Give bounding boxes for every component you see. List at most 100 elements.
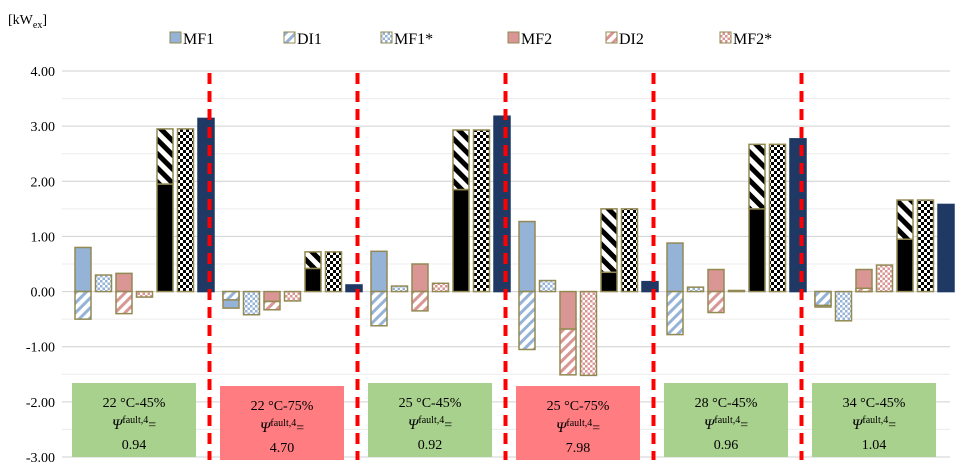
bar-mf2 [559, 290, 577, 330]
legend-label-di2: DI2 [619, 31, 644, 48]
condition-box [220, 386, 344, 460]
legend-label-mf2: MF2 [521, 31, 552, 48]
bar-di1 [666, 290, 684, 336]
psi-symbol: Ψ [852, 417, 864, 433]
y-tick-label: 4.00 [31, 65, 56, 80]
y-tick-label: -2.00 [26, 396, 55, 411]
psi-label: Ψfault,4= [408, 415, 452, 433]
y-tick-label: -1.00 [26, 341, 55, 356]
legend-label-mf2s: MF2* [733, 31, 772, 48]
condition-label: 22 °C-75% [251, 399, 314, 414]
y-tick-label: 3.00 [31, 120, 56, 135]
psi-equals: = [444, 418, 452, 433]
condition-box [516, 386, 640, 460]
bar-total [345, 284, 363, 293]
legend-swatch-di2 [605, 31, 618, 44]
psi-value: 0.96 [714, 438, 739, 453]
psi-symbol: Ψ [112, 417, 124, 433]
psi-superscript: fault,4 [566, 418, 592, 429]
bar-mf1 [74, 246, 92, 293]
psi-equals: = [148, 418, 156, 433]
bar-mf1-star [538, 279, 557, 293]
bar-di2 [115, 290, 133, 315]
bar-mf1-star [390, 285, 409, 293]
psi-value: 0.94 [122, 438, 147, 453]
psi-value: 7.98 [566, 441, 591, 456]
bar-mf2-star [283, 290, 302, 302]
bar-stack-bottom [452, 188, 470, 293]
bar-mf2 [115, 272, 133, 293]
condition-box [368, 383, 492, 457]
bar-stack-top [304, 251, 322, 270]
bar-stack-bottom [748, 208, 766, 293]
psi-equals: = [888, 418, 896, 433]
psi-value: 4.70 [270, 441, 295, 456]
bar-checkered [620, 208, 639, 293]
psi-value: 0.92 [418, 438, 443, 453]
bar-di2 [263, 300, 281, 311]
bar-di1 [74, 290, 92, 320]
bar-total [789, 138, 807, 293]
legend-swatch-mf1s [380, 31, 393, 44]
bar-stack-bottom [600, 271, 618, 293]
bar-stack-top [896, 199, 914, 240]
psi-label: Ψfault,4= [260, 418, 304, 436]
bar-mf1-star [242, 290, 261, 316]
bar-mf2-star [135, 290, 154, 298]
psi-symbol: Ψ [408, 417, 420, 433]
psi-label: Ψfault,4= [112, 415, 156, 433]
bar-mf2-star [431, 282, 450, 293]
psi-label: Ψfault,4= [704, 415, 748, 433]
legend-label-di1: DI1 [297, 31, 322, 48]
legend-swatch-mf2s [719, 31, 732, 44]
bar-mf2 [263, 290, 281, 303]
psi-value: 1.04 [862, 438, 887, 453]
bar-di2 [707, 290, 725, 314]
bar-checkered [324, 251, 343, 293]
bar-di1 [814, 290, 832, 307]
psi-superscript: fault,4 [862, 415, 888, 426]
psi-equals: = [592, 421, 600, 436]
legend-swatch-mf1 [169, 31, 182, 44]
legend-label-mf1s: MF1* [394, 31, 433, 48]
y-tick-label: 2.00 [31, 175, 56, 190]
y-tick-label: 1.00 [31, 230, 56, 245]
condition-label: 22 °C-45% [103, 396, 166, 411]
bar-total [493, 115, 511, 293]
bar-di2 [411, 290, 429, 312]
bar-stack-bottom [156, 183, 174, 293]
psi-symbol: Ψ [260, 420, 272, 436]
y-axis-label-sub: ex [33, 20, 42, 31]
y-tick-label: 0.00 [31, 286, 56, 301]
bar-mf1-star [94, 274, 113, 293]
bar-stack-top [452, 129, 470, 191]
bar-checkered [472, 129, 491, 293]
bar-mf2-star [875, 264, 894, 293]
bar-stack-bottom [304, 267, 322, 293]
psi-superscript: fault,4 [714, 415, 740, 426]
y-axis-label: [kWex] [8, 13, 47, 31]
condition-box [812, 383, 936, 457]
bar-mf2 [707, 268, 725, 293]
bar-di2 [855, 287, 873, 293]
psi-label: Ψfault,4= [556, 418, 600, 436]
condition-label: 28 °C-45% [695, 396, 758, 411]
legend: MF1 DI1 MF1* MF2 DI2 MF2* [169, 31, 772, 48]
bar-total [197, 117, 215, 293]
legend-swatch-mf2 [507, 31, 520, 44]
y-axis-label-end: ] [42, 13, 47, 28]
bar-mf2-star [727, 289, 746, 293]
psi-superscript: fault,4 [418, 415, 444, 426]
bar-stack-top [748, 143, 766, 210]
bar-di1 [222, 290, 240, 301]
legend-swatch-di1 [283, 31, 296, 44]
psi-symbol: Ψ [556, 420, 568, 436]
psi-equals: = [296, 421, 304, 436]
condition-label: 25 °C-45% [399, 396, 462, 411]
condition-box [72, 383, 196, 457]
legend-label-mf1: MF1 [183, 31, 214, 48]
bar-mf1 [370, 250, 388, 293]
bar-checkered [768, 143, 787, 293]
bar-mf1-star [834, 290, 853, 322]
